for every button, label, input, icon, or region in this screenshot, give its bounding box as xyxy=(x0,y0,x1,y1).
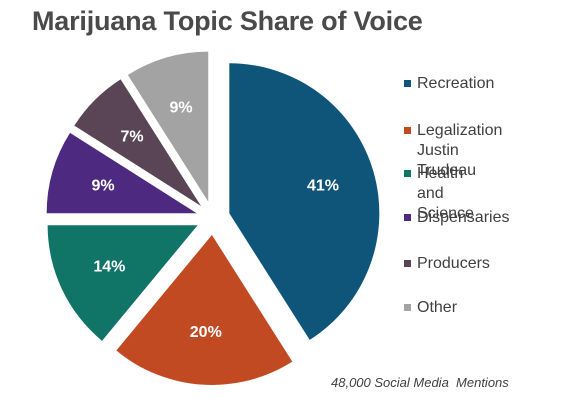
slice-label-6: 9% xyxy=(169,100,192,117)
legend-label: Producers xyxy=(417,255,490,272)
slice-label-5: 7% xyxy=(120,129,143,146)
slice-label-4: 9% xyxy=(91,178,114,195)
pie-slice-6 xyxy=(127,51,209,202)
pie-slice-2 xyxy=(116,234,293,385)
legend-swatch xyxy=(404,127,411,134)
legend-swatch xyxy=(404,170,411,177)
legend-swatch xyxy=(404,80,411,87)
legend-label: Dispensaries xyxy=(417,209,510,226)
slice-label-3: 14% xyxy=(93,258,125,275)
slice-label-1: 41% xyxy=(307,178,339,195)
legend-swatch xyxy=(404,304,411,311)
legend-label: Legalization Justin Trudeau xyxy=(417,122,503,179)
pie-slice-4 xyxy=(46,132,197,214)
pie-slice-3 xyxy=(47,225,198,341)
legend-label: Health and Science xyxy=(417,165,474,222)
slice-label-2: 20% xyxy=(190,324,222,341)
legend-swatch xyxy=(404,214,411,221)
legend-label: Recreation xyxy=(417,75,495,92)
footnote: 48,000 Social Media Mentions xyxy=(331,375,509,390)
legend-label: Other xyxy=(417,299,458,316)
legend-swatch xyxy=(404,260,411,267)
chart-title: Marijuana Topic Share of Voice xyxy=(32,6,423,36)
pie-slice-5 xyxy=(74,79,201,206)
pie-slice-1 xyxy=(229,63,380,340)
